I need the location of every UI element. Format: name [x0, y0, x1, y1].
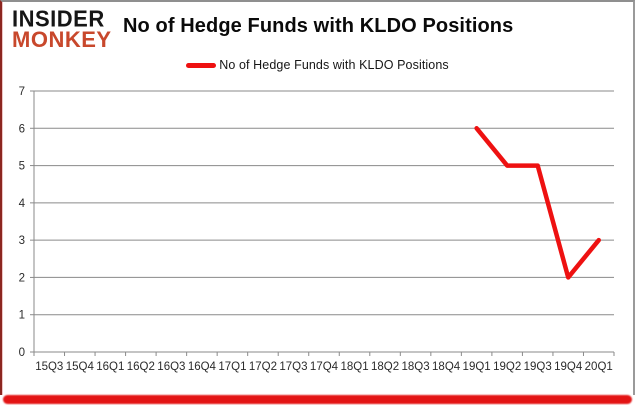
chart-plot-area: 0 1 2 3 4 5 6 7 15Q3 15Q4 16Q1 16Q2 16Q3 16Q4 17Q1 17Q2… [19, 86, 615, 373]
y-tick-label: 1 [19, 310, 25, 322]
x-tick-label: 16Q3 [157, 361, 185, 373]
y-tick-label: 6 [19, 123, 25, 135]
bottom-red-bar [3, 395, 632, 404]
y-tick-label: 4 [19, 198, 26, 210]
x-tick-label: 16Q4 [188, 361, 217, 373]
x-tick-label: 19Q2 [493, 361, 521, 373]
y-tick-label: 7 [19, 86, 25, 98]
x-tick-label: 16Q1 [96, 361, 124, 373]
chart-legend: No of Hedge Funds with KLDO Positions [2, 58, 633, 72]
x-tick-label: 20Q1 [585, 361, 613, 373]
x-tick-label: 17Q3 [279, 361, 307, 373]
logo-line-monkey: MONKEY [12, 27, 112, 53]
x-tick-label: 15Q4 [66, 361, 95, 373]
legend-label: No of Hedge Funds with KLDO Positions [219, 58, 449, 72]
x-tick-label: 18Q4 [432, 361, 461, 373]
insider-monkey-logo: INSIDER MONKEY [12, 5, 112, 53]
legend-line-swatch [186, 62, 217, 68]
x-tick-label: 18Q2 [371, 361, 399, 373]
chart-title: No of Hedge Funds with KLDO Positions [123, 15, 514, 37]
x-tick-label: 17Q1 [218, 361, 246, 373]
y-tick-label: 3 [19, 235, 25, 247]
x-tick-label: 19Q3 [524, 361, 552, 373]
y-tick-label: 5 [19, 161, 25, 173]
x-tick-label: 18Q1 [340, 361, 368, 373]
x-tick-label: 15Q3 [35, 361, 63, 373]
logo-line-insider: INSIDER [12, 5, 105, 32]
y-tick-label: 0 [19, 347, 25, 359]
x-tick-label: 19Q1 [463, 361, 491, 373]
series-line [474, 126, 601, 280]
y-tick-label: 2 [19, 272, 25, 284]
chart-card: INSIDER MONKEY No of Hedge Funds with KL… [0, 0, 635, 395]
chart-header: INSIDER MONKEY No of Hedge Funds with KL… [2, 2, 633, 80]
x-tick-label: 19Q4 [554, 361, 583, 373]
x-tick-label: 17Q2 [249, 361, 277, 373]
x-tick-label: 16Q2 [127, 361, 155, 373]
x-tick-label: 18Q3 [402, 361, 430, 373]
x-tick-label: 17Q4 [310, 361, 339, 373]
